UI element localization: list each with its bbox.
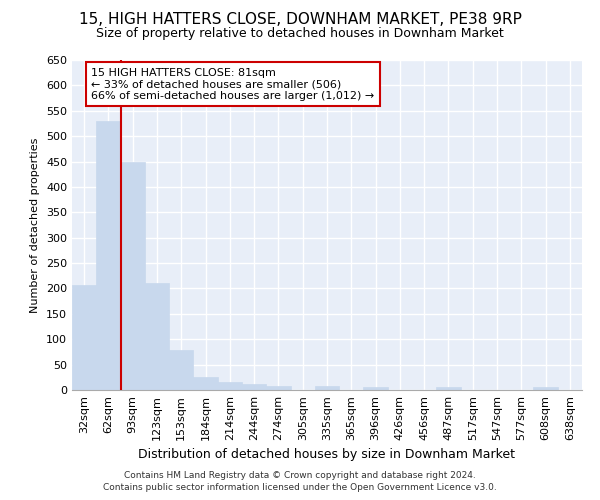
Text: 15, HIGH HATTERS CLOSE, DOWNHAM MARKET, PE38 9RP: 15, HIGH HATTERS CLOSE, DOWNHAM MARKET, …: [79, 12, 521, 28]
X-axis label: Distribution of detached houses by size in Downham Market: Distribution of detached houses by size …: [139, 448, 515, 462]
Bar: [218, 382, 242, 390]
Bar: [436, 388, 461, 390]
Bar: [364, 387, 388, 390]
Bar: [315, 386, 339, 390]
Bar: [121, 162, 145, 390]
Bar: [242, 384, 266, 390]
Bar: [193, 377, 218, 390]
Text: 15 HIGH HATTERS CLOSE: 81sqm
← 33% of detached houses are smaller (506)
66% of s: 15 HIGH HATTERS CLOSE: 81sqm ← 33% of de…: [91, 68, 374, 101]
Bar: [145, 283, 169, 390]
Y-axis label: Number of detached properties: Number of detached properties: [31, 138, 40, 312]
Bar: [96, 121, 121, 390]
Bar: [169, 350, 193, 390]
Bar: [533, 388, 558, 390]
Bar: [266, 386, 290, 390]
Text: Size of property relative to detached houses in Downham Market: Size of property relative to detached ho…: [96, 28, 504, 40]
Bar: [72, 285, 96, 390]
Text: Contains HM Land Registry data © Crown copyright and database right 2024.
Contai: Contains HM Land Registry data © Crown c…: [103, 471, 497, 492]
